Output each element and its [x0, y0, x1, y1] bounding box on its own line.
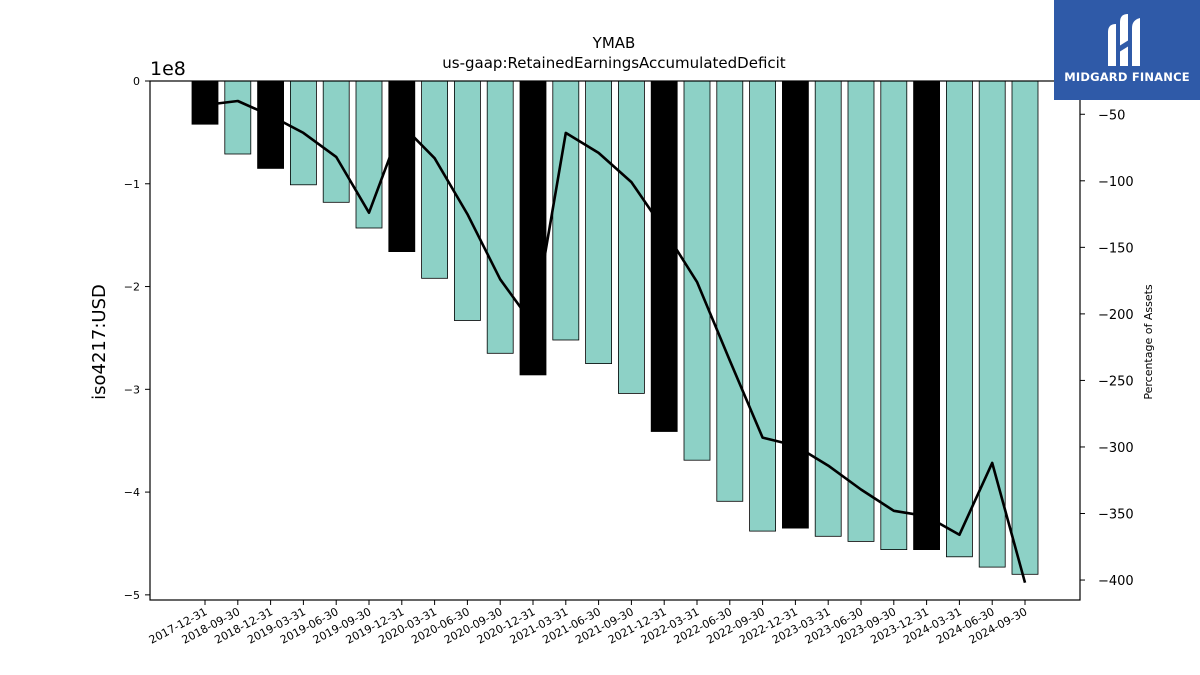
bar-2019-09-30 [355, 80, 383, 229]
bar-2022-06-30 [716, 80, 744, 502]
bar-2023-06-30 [847, 80, 875, 542]
y2-tick-label: −250 [1098, 374, 1134, 389]
y2-tick-label: −300 [1098, 441, 1134, 456]
bar-2021-12-31 [650, 80, 678, 432]
bar-2024-06-30 [978, 80, 1006, 568]
y2-tick-label: −100 [1098, 175, 1134, 190]
chart-title: YMAB [592, 34, 636, 52]
bars-group [191, 80, 1039, 575]
y2-tick-label: −350 [1098, 508, 1134, 523]
y2-axis-label: Percentage of Assets [1142, 284, 1155, 400]
midgard-logo-icon [1108, 14, 1140, 66]
bar-2019-06-30 [322, 80, 350, 203]
bar-2023-03-31 [814, 80, 842, 537]
bar-2018-12-31 [257, 80, 285, 169]
bar-2022-12-31 [782, 80, 809, 529]
midgard-finance-logo: MIDGARD FINANCE [1054, 0, 1200, 100]
bar-2018-09-30 [224, 80, 252, 155]
bar-2022-09-30 [749, 80, 776, 532]
y-tick-label: 0 [133, 75, 140, 88]
bar-2024-09-30 [1011, 80, 1039, 575]
bar-2023-09-30 [880, 80, 908, 551]
y-tick-label: −5 [124, 589, 140, 602]
y-tick-label: −1 [124, 178, 140, 191]
logo-text: MIDGARD FINANCE [1064, 70, 1190, 84]
chart-subtitle: us-gaap:RetainedEarningsAccumulatedDefic… [442, 54, 786, 72]
plot-frame [149, 80, 1081, 601]
bar-2022-03-31 [683, 80, 711, 461]
y2-tick-label: −200 [1098, 308, 1134, 323]
percentage-of-assets-line [204, 99, 1027, 584]
bar-2021-03-31 [552, 80, 580, 341]
y2-tick-label: −400 [1098, 574, 1134, 589]
bar-2021-06-30 [585, 80, 612, 365]
bar-2020-09-30 [486, 80, 514, 354]
y-axis-offset: 1e8 [150, 58, 186, 80]
bar-2020-03-31 [421, 80, 449, 279]
bar-2023-12-31 [913, 80, 940, 551]
bar-2019-12-31 [388, 80, 416, 253]
y-tick-label: −3 [124, 383, 140, 396]
bar-2024-03-31 [946, 80, 973, 558]
y-axis-label: iso4217:USD [89, 284, 110, 400]
bar-2017-12-31 [191, 80, 219, 125]
bar-2020-12-31 [519, 80, 547, 376]
bar-2021-09-30 [618, 80, 645, 394]
y2-tick-label: −150 [1098, 241, 1134, 256]
y2-tick-label: −50 [1098, 108, 1125, 123]
y-tick-label: −4 [124, 486, 140, 499]
y-tick-label: −2 [124, 281, 140, 294]
